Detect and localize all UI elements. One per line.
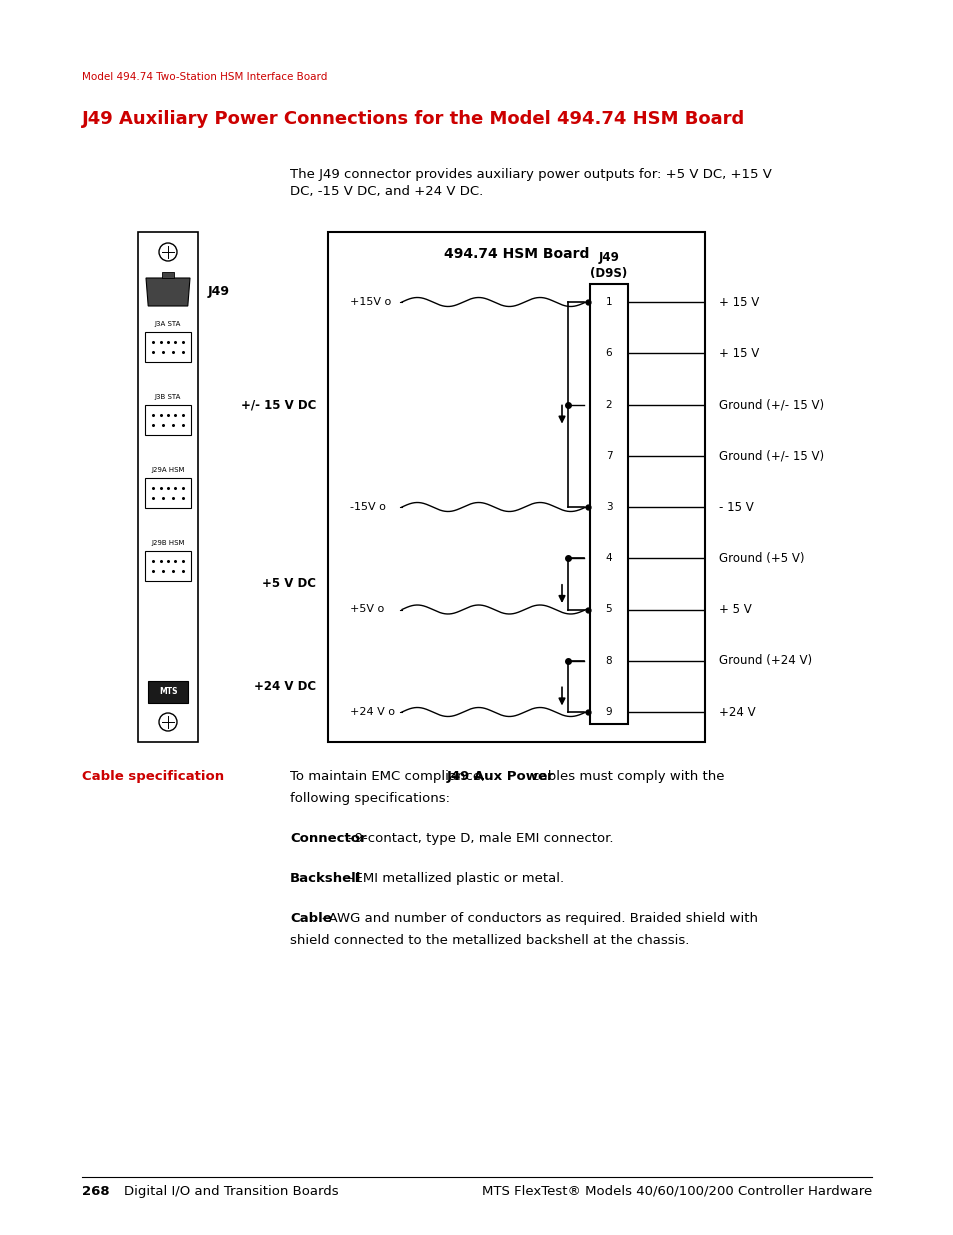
Text: - 15 V: - 15 V bbox=[719, 500, 753, 514]
Text: J49
(D9S): J49 (D9S) bbox=[590, 251, 627, 280]
Bar bbox=[145, 551, 191, 580]
Text: 3: 3 bbox=[605, 501, 612, 513]
Text: +5 V DC: +5 V DC bbox=[262, 578, 315, 590]
Text: 5: 5 bbox=[605, 604, 612, 615]
Bar bbox=[145, 405, 191, 435]
Bar bbox=[589, 284, 627, 724]
Text: Backshell: Backshell bbox=[290, 872, 361, 885]
Text: J49: J49 bbox=[208, 285, 230, 299]
Text: +24 V DC: +24 V DC bbox=[253, 680, 315, 693]
Text: J3A STA: J3A STA bbox=[154, 321, 181, 327]
Text: Ground (+/- 15 V): Ground (+/- 15 V) bbox=[719, 450, 823, 462]
Text: +24 V o: +24 V o bbox=[350, 706, 395, 718]
Text: + 15 V: + 15 V bbox=[719, 347, 759, 359]
Text: J29A HSM: J29A HSM bbox=[152, 467, 185, 473]
Text: 494.74 HSM Board: 494.74 HSM Board bbox=[443, 247, 589, 261]
Text: + 5 V: + 5 V bbox=[719, 603, 751, 616]
Text: MTS: MTS bbox=[158, 688, 177, 697]
Text: Connector: Connector bbox=[290, 832, 366, 845]
Text: 9: 9 bbox=[605, 706, 612, 718]
Bar bbox=[148, 680, 188, 703]
Text: + 15 V: + 15 V bbox=[719, 295, 759, 309]
Text: MTS FlexTest® Models 40/60/100/200 Controller Hardware: MTS FlexTest® Models 40/60/100/200 Contr… bbox=[481, 1186, 871, 1198]
Text: Cable: Cable bbox=[290, 911, 332, 925]
Text: To maintain EMC compliance,: To maintain EMC compliance, bbox=[290, 769, 489, 783]
Text: +5V o: +5V o bbox=[350, 604, 384, 615]
Text: J49 Auxiliary Power Connections for the Model 494.74 HSM Board: J49 Auxiliary Power Connections for the … bbox=[82, 110, 744, 128]
Bar bbox=[145, 478, 191, 508]
Text: Ground (+24 V): Ground (+24 V) bbox=[719, 655, 811, 667]
Text: shield connected to the metallized backshell at the chassis.: shield connected to the metallized backs… bbox=[290, 934, 689, 947]
Text: 1: 1 bbox=[605, 296, 612, 308]
Text: –9-contact, type D, male EMI connector.: –9-contact, type D, male EMI connector. bbox=[348, 832, 614, 845]
Bar bbox=[328, 232, 704, 742]
Text: Cable specification: Cable specification bbox=[82, 769, 224, 783]
Text: 268: 268 bbox=[82, 1186, 110, 1198]
Text: –EMI metallized plastic or metal.: –EMI metallized plastic or metal. bbox=[348, 872, 564, 885]
Text: J29B HSM: J29B HSM bbox=[152, 540, 185, 546]
Text: J3B STA: J3B STA bbox=[154, 394, 181, 400]
Bar bbox=[162, 272, 173, 278]
Text: 6: 6 bbox=[605, 348, 612, 358]
Text: +/- 15 V DC: +/- 15 V DC bbox=[240, 398, 315, 411]
Text: 4: 4 bbox=[605, 553, 612, 563]
Text: following specifications:: following specifications: bbox=[290, 792, 450, 805]
Text: 7: 7 bbox=[605, 451, 612, 461]
Bar bbox=[145, 332, 191, 362]
Text: cables must comply with the: cables must comply with the bbox=[528, 769, 723, 783]
Text: –AWG and number of conductors as required. Braided shield with: –AWG and number of conductors as require… bbox=[322, 911, 758, 925]
Text: Ground (+/- 15 V): Ground (+/- 15 V) bbox=[719, 398, 823, 411]
Text: Digital I/O and Transition Boards: Digital I/O and Transition Boards bbox=[124, 1186, 338, 1198]
Text: J49 Aux Power: J49 Aux Power bbox=[446, 769, 554, 783]
Polygon shape bbox=[146, 278, 190, 306]
Text: Model 494.74 Two-Station HSM Interface Board: Model 494.74 Two-Station HSM Interface B… bbox=[82, 72, 327, 82]
Text: The J49 connector provides auxiliary power outputs for: +5 V DC, +15 V
DC, -15 V: The J49 connector provides auxiliary pow… bbox=[290, 168, 771, 199]
Text: -15V o: -15V o bbox=[350, 501, 385, 513]
Bar bbox=[138, 232, 198, 742]
Text: +24 V: +24 V bbox=[719, 705, 755, 719]
Text: 2: 2 bbox=[605, 399, 612, 410]
Text: +15V o: +15V o bbox=[350, 296, 391, 308]
Text: 8: 8 bbox=[605, 656, 612, 666]
Text: Ground (+5 V): Ground (+5 V) bbox=[719, 552, 803, 564]
